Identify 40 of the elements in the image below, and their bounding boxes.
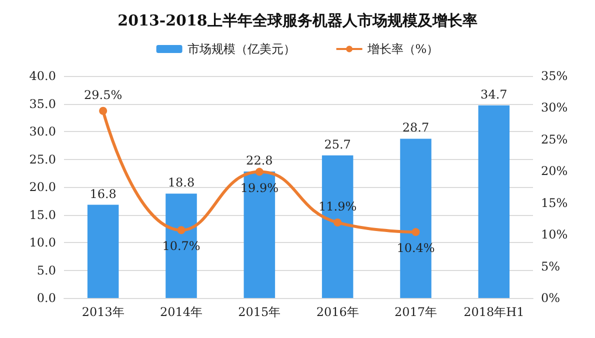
point	[99, 106, 108, 115]
x-tick-label: 2015年	[238, 305, 281, 319]
bar	[87, 204, 119, 298]
x-tick-label: 2014年	[160, 305, 203, 319]
y-tick-label: 25.0	[29, 152, 56, 166]
y2-tick-label: 5%	[541, 259, 560, 274]
y-tick-label: 30.0	[29, 124, 56, 138]
data-label: 18.8	[168, 176, 195, 190]
data-label: 25.7	[324, 137, 351, 152]
y-tick-label: 35.0	[29, 96, 56, 111]
y-tick-label: 20.0	[29, 180, 56, 194]
x-tick-label: 2013年	[82, 305, 124, 319]
data-label: 22.8	[246, 153, 273, 168]
data-label: 28.7	[402, 120, 430, 135]
data-label: 29.5%	[84, 88, 122, 102]
data-label: 16.8	[90, 186, 116, 201]
point	[334, 218, 342, 227]
legend-label: 市场规模（亿美元）	[187, 42, 296, 56]
x-tick-label: 2018年H1	[464, 305, 524, 319]
y2-tick-label: 35%	[541, 69, 568, 83]
y2-tick-label: 30%	[541, 100, 568, 115]
y-tick-label: 40.0	[29, 69, 56, 83]
y-tick-label: 5.0	[36, 263, 56, 278]
point	[412, 228, 420, 236]
point	[255, 168, 264, 176]
x-tick-label: 2017年	[394, 305, 438, 319]
point	[177, 226, 186, 234]
y2-tick-label: 20%	[541, 164, 568, 178]
y2-tick-label: 25%	[541, 132, 568, 146]
y2-tick-label: 10%	[541, 228, 568, 242]
chart-title: 2013-2018上半年全球服务机器人市场规模及增长率	[118, 12, 478, 30]
y-tick-label: 10.0	[29, 236, 56, 250]
y2-tick-label: 0%	[541, 291, 560, 305]
legend-label: 增长率（%）	[366, 42, 439, 56]
y2-tick-label: 15%	[541, 196, 568, 210]
bar	[478, 105, 510, 298]
y-tick-label: 0.0	[36, 291, 56, 305]
data-label: 34.7	[480, 87, 508, 102]
y-tick-label: 15.0	[29, 208, 56, 222]
x-tick-label: 2016年	[316, 305, 359, 319]
